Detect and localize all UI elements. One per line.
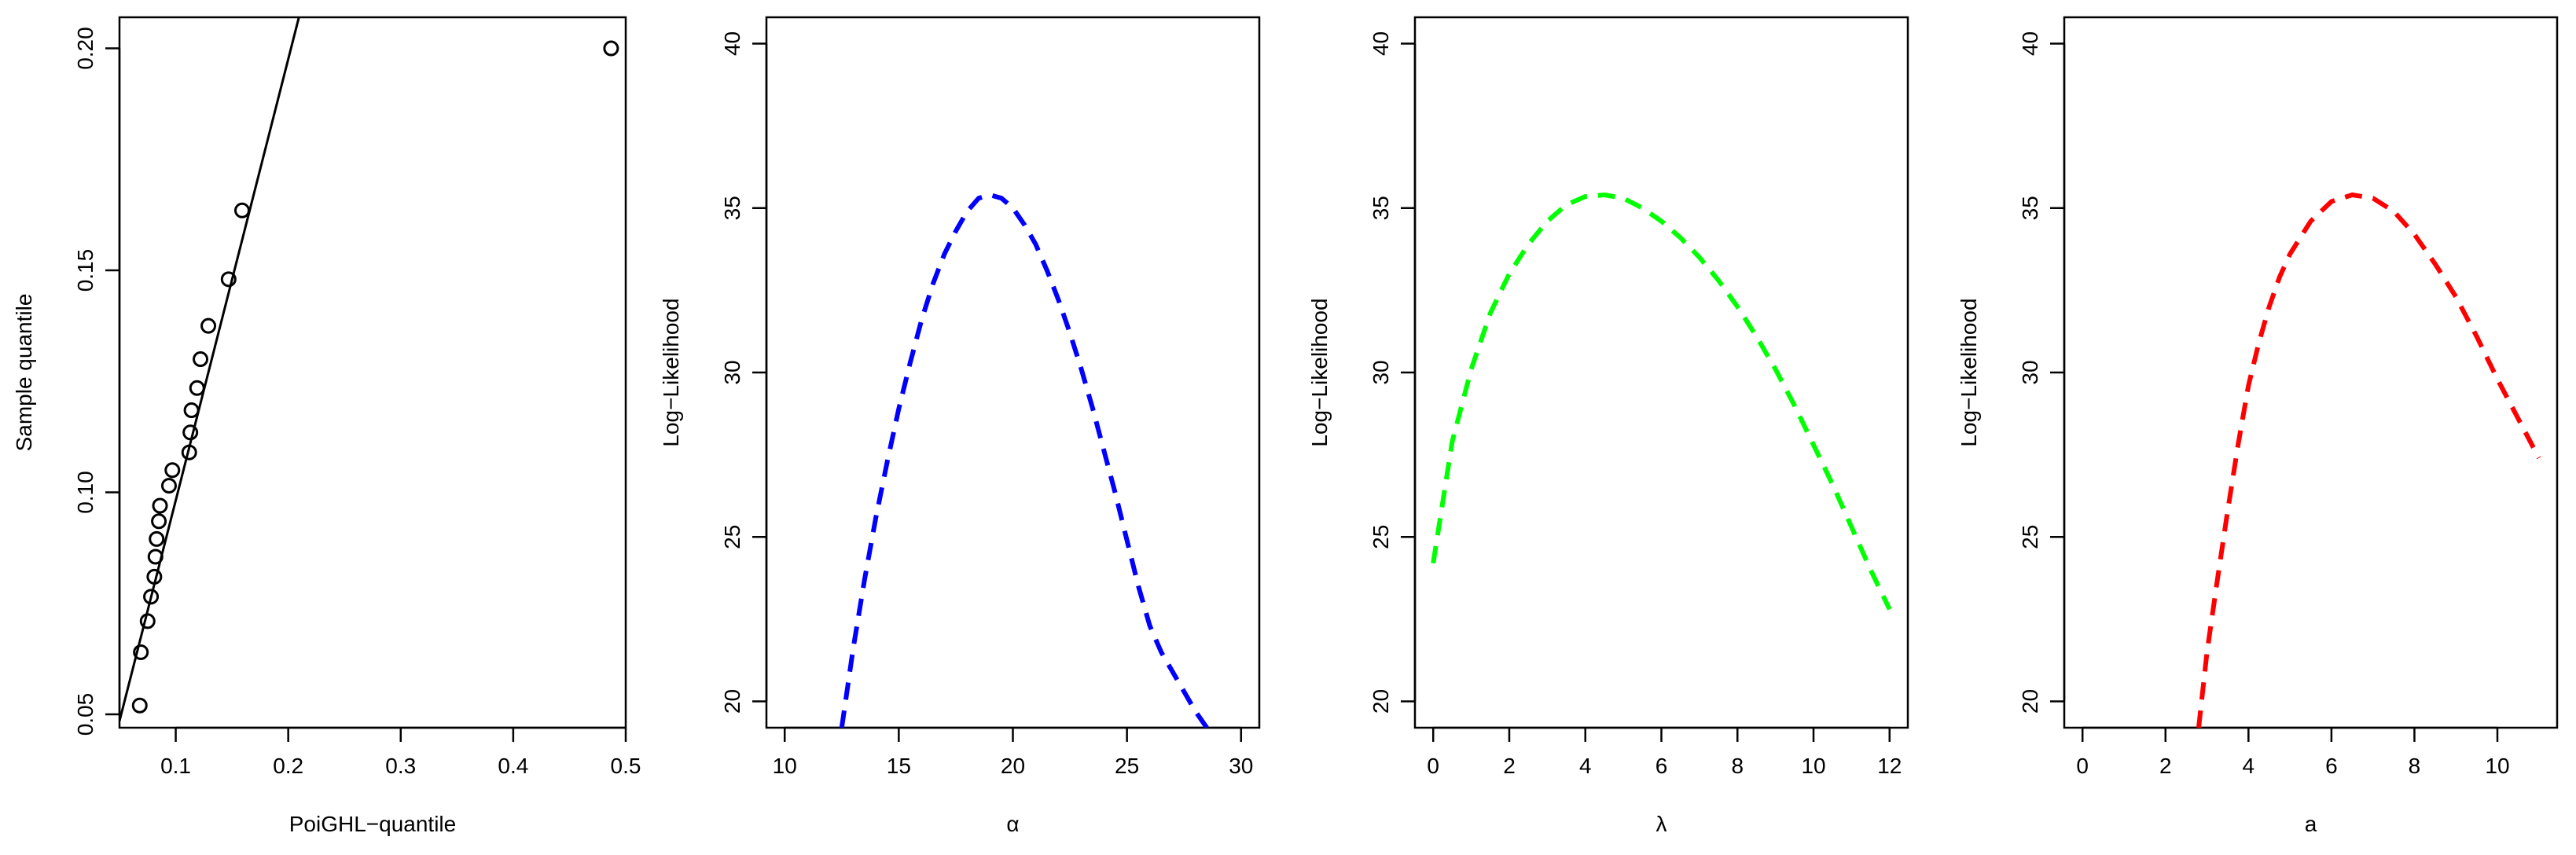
x-tick-label: 30 [1229, 754, 1253, 778]
qq-plot-panel: 0.1 0.2 0.3 0.4 0.5 0.05 0.10 0.15 0.20 PoiGHL−qu… [12, 16, 641, 836]
y-axis-title: Log−Likelihood [659, 298, 683, 446]
plot-area [2196, 192, 2541, 728]
x-tick-label: 0.5 [611, 754, 641, 778]
x-tick-label: 2 [2159, 754, 2172, 778]
qq-point [189, 380, 205, 396]
y-tick-label: 0.15 [73, 249, 97, 292]
qq-point [160, 478, 177, 494]
x-tick-label: 0 [2076, 754, 2089, 778]
y-tick-label: 30 [1369, 360, 1393, 384]
y-tick-label: 30 [720, 360, 744, 384]
y-tick-label: 25 [2018, 525, 2042, 549]
y-tick-label: 20 [2018, 689, 2042, 714]
qq-point [193, 351, 209, 368]
x-tick-label: 6 [1655, 754, 1668, 778]
qq-point [146, 568, 163, 585]
y-tick-label: 25 [720, 525, 744, 549]
y-tick-label: 20 [720, 689, 744, 714]
log-likelihood-curve [1431, 192, 1892, 611]
qq-point [181, 444, 197, 461]
y-tick-label: 0.05 [73, 693, 97, 736]
y-tick-label: 20 [1369, 689, 1393, 714]
plot-frame [118, 16, 627, 729]
plot-area [1431, 192, 1892, 611]
qq-point [603, 40, 619, 57]
plot-frame [2063, 16, 2559, 729]
alpha-loglik-panel: 10 15 20 25 30 20 25 30 35 40 α Log−Likelihood [659, 16, 1261, 836]
qq-point [164, 462, 181, 479]
log-likelihood-curve [2196, 192, 2541, 728]
y-tick-label: 40 [1369, 31, 1393, 56]
x-tick-label: 0.2 [273, 754, 303, 778]
qq-point [200, 317, 217, 334]
y-tick-label: 0.10 [73, 471, 97, 514]
a-loglik-panel: 0 2 4 6 8 10 20 25 30 35 40 a Log−Likelihood [1957, 16, 2559, 836]
y-axis-title: Log−Likelihood [1307, 298, 1332, 446]
y-tick-label: 25 [1369, 525, 1393, 549]
y-tick-label: 35 [2018, 196, 2042, 220]
x-tick-label: 0.3 [385, 754, 416, 778]
qq-point [133, 644, 149, 660]
y-tick-label: 35 [720, 196, 744, 220]
x-tick-label: 12 [1877, 754, 1902, 778]
x-axis-title: λ [1656, 812, 1667, 836]
qq-point [131, 697, 148, 714]
y-axis-title: Log−Likelihood [1957, 298, 1981, 446]
plot-frame [765, 16, 1261, 729]
qq-point [149, 530, 165, 547]
x-tick-label: 4 [2243, 754, 2255, 778]
plot-area [119, 17, 619, 721]
qq-point [143, 589, 160, 605]
x-tick-label: 10 [773, 754, 797, 778]
x-tick-label: 0 [1427, 754, 1439, 778]
qq-point [183, 402, 200, 419]
plot-area [839, 192, 1209, 728]
x-axis-title: α [1006, 812, 1019, 836]
qq-point [139, 613, 156, 629]
x-tick-label: 10 [2485, 754, 2509, 778]
y-tick-label: 30 [2018, 360, 2042, 384]
qq-point [220, 271, 237, 288]
lambda-loglik-panel: 0 2 4 6 8 10 12 20 25 30 35 40 λ Log−Likelihood [1307, 16, 1909, 836]
x-tick-label: 6 [2325, 754, 2338, 778]
x-tick-label: 20 [1001, 754, 1025, 778]
log-likelihood-curve [839, 192, 1209, 728]
y-tick-label: 0.20 [73, 27, 97, 70]
plot-frame [1413, 16, 1909, 729]
x-tick-label: 15 [887, 754, 911, 778]
x-axis-title: PoiGHL−quantile [289, 812, 456, 836]
y-tick-label: 40 [720, 31, 744, 56]
qq-point [147, 549, 164, 565]
x-tick-label: 0.1 [160, 754, 191, 778]
x-axis-title: a [2305, 812, 2317, 836]
x-tick-label: 8 [1731, 754, 1744, 778]
x-tick-label: 2 [1503, 754, 1516, 778]
qq-point [152, 497, 168, 514]
qq-point [233, 202, 250, 218]
y-axis-title: Sample quantile [12, 294, 36, 452]
x-tick-label: 4 [1579, 754, 1592, 778]
x-tick-label: 25 [1115, 754, 1139, 778]
x-tick-label: 0.4 [498, 754, 528, 778]
qq-point [182, 424, 199, 441]
x-tick-label: 10 [1801, 754, 1825, 778]
y-tick-label: 40 [2018, 31, 2042, 56]
y-tick-label: 35 [1369, 196, 1393, 220]
qq-point [151, 513, 167, 530]
x-tick-label: 8 [2409, 754, 2421, 778]
